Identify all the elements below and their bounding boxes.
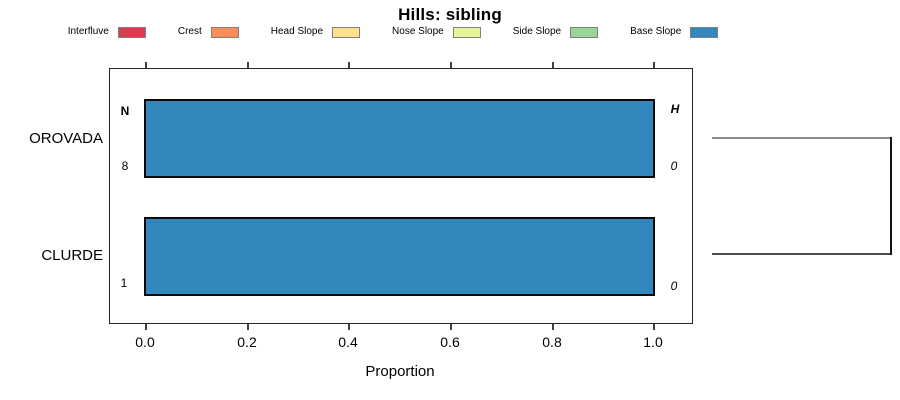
- legend-swatch-nose-slope: [452, 26, 481, 38]
- legend-swatch-side-slope: [570, 26, 599, 38]
- y-label-orovada: OROVADA: [29, 130, 103, 147]
- x-tick-label: 0.4: [338, 334, 358, 350]
- x-tick-label: 0.2: [237, 334, 257, 350]
- dendrogram-branch-clurde: [712, 253, 892, 255]
- legend-item-base-slope: Base Slope: [630, 25, 719, 39]
- dendrogram-join: [890, 137, 892, 255]
- x-axis-tick: [653, 324, 655, 330]
- chart-title: Hills: sibling: [398, 5, 502, 24]
- top-axis-tick: [653, 62, 655, 68]
- legend-item-head-slope: Head Slope: [270, 25, 361, 39]
- top-axis-tick: [145, 62, 147, 68]
- x-axis-tick: [247, 324, 249, 330]
- n-column-header: N: [120, 104, 130, 118]
- legend-label: Base Slope: [630, 26, 682, 37]
- top-axis-tick: [348, 62, 350, 68]
- legend: Interfluve Crest Head Slope Nose Slope S…: [0, 25, 786, 39]
- bar-row-orovada: [144, 99, 655, 178]
- bar-clurde-base-slope: [144, 217, 655, 296]
- legend-label: Interfluve: [67, 26, 109, 37]
- legend-swatch-base-slope: [690, 26, 719, 38]
- top-axis-tick: [247, 62, 249, 68]
- h-column-header: H: [670, 102, 680, 116]
- n-value-orovada: 8: [121, 159, 129, 173]
- legend-swatch-interfluve: [117, 26, 146, 38]
- x-tick-label: 0.6: [440, 334, 460, 350]
- legend-item-nose-slope: Nose Slope: [392, 25, 481, 39]
- legend-item-crest: Crest: [178, 25, 239, 39]
- y-label-clurde: CLURDE: [41, 247, 103, 264]
- legend-label: Crest: [177, 26, 202, 37]
- legend-swatch-crest: [210, 26, 239, 38]
- legend-label: Head Slope: [270, 26, 324, 37]
- h-value-orovada: 0: [670, 159, 678, 173]
- legend-item-side-slope: Side Slope: [512, 25, 599, 39]
- bar-orovada-base-slope: [144, 99, 655, 178]
- top-axis-tick: [552, 62, 554, 68]
- x-axis-tick: [552, 324, 554, 330]
- dendrogram-branch-orovada: [712, 137, 892, 139]
- legend-label: Nose Slope: [392, 26, 444, 37]
- x-axis-tick: [450, 324, 452, 330]
- x-axis-tick: [348, 324, 350, 330]
- x-tick-label: 1.0: [643, 334, 663, 350]
- x-axis-tick: [145, 324, 147, 330]
- legend-label: Side Slope: [512, 26, 562, 37]
- top-axis-tick: [450, 62, 452, 68]
- h-value-clurde: 0: [670, 279, 678, 293]
- x-tick-label: 0.8: [542, 334, 562, 350]
- n-value-clurde: 1: [120, 276, 128, 290]
- x-axis-title: Proportion: [365, 363, 435, 380]
- legend-swatch-head-slope: [332, 26, 361, 38]
- legend-item-interfluve: Interfluve: [68, 25, 146, 39]
- bar-row-clurde: [144, 217, 655, 296]
- x-tick-label: 0.0: [135, 334, 155, 350]
